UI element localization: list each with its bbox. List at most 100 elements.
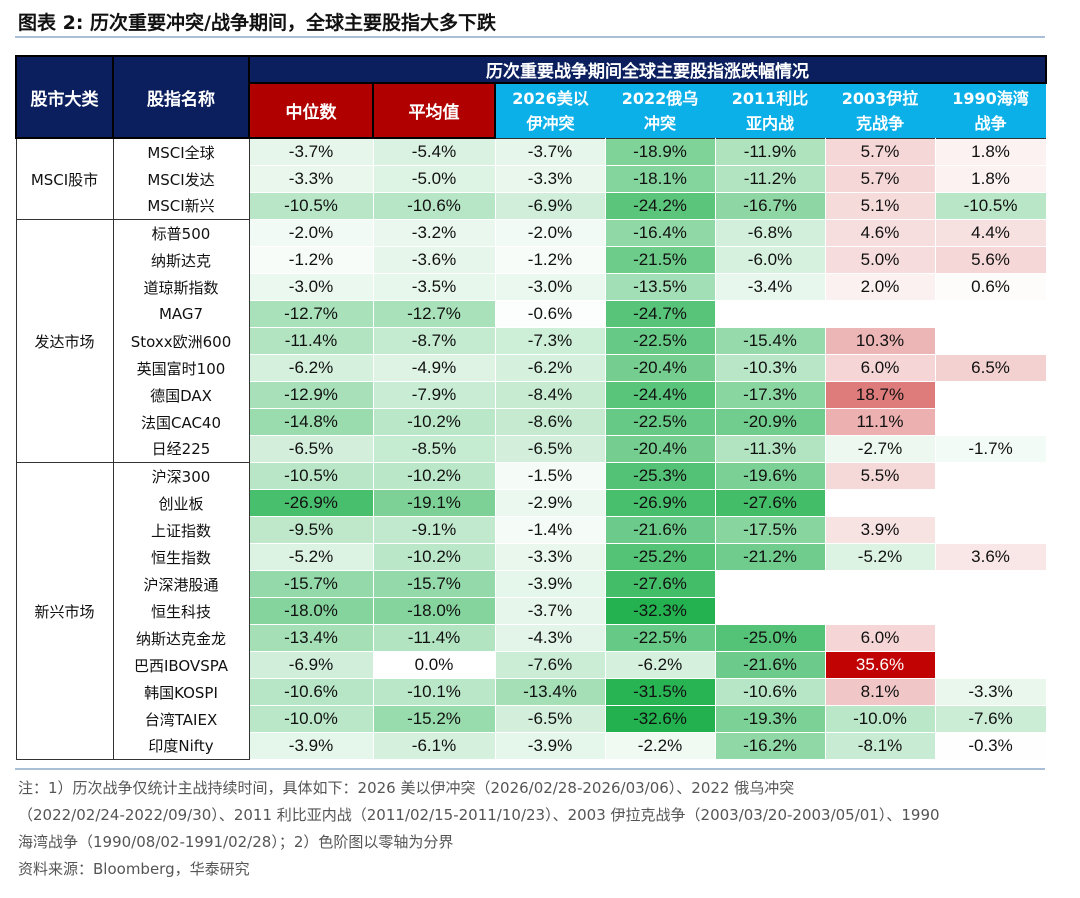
value-cell: -3.7%: [494, 597, 606, 625]
value-cell: -10.2%: [372, 408, 496, 436]
value-cell: -16.7%: [714, 192, 826, 220]
table-row: 法国CAC40 -14.8% -10.2% -8.6% -22.5% -20.9% 11.1…: [16, 408, 1047, 436]
value-cell: -10.1%: [372, 678, 496, 706]
value-cell: -7.6%: [934, 705, 1047, 733]
value-cell: -8.7%: [372, 327, 496, 355]
category-cell: 发达市场: [15, 219, 114, 463]
value-cell: -8.5%: [372, 435, 496, 463]
category-cell: MSCI股市: [15, 137, 114, 220]
index-name: 纳斯达克金龙: [112, 624, 250, 652]
table-row: MSCI新兴 -10.5% -10.6% -6.9% -24.2% -16.7% 5.1% -…: [16, 192, 1047, 220]
index-name: 法国CAC40: [112, 408, 250, 436]
value-cell: -22.5%: [604, 624, 716, 652]
index-name: 创业板: [112, 489, 250, 517]
header-mean: 平均值: [372, 82, 496, 139]
value-cell: -26.9%: [248, 489, 374, 517]
value-cell: -3.9%: [248, 732, 374, 760]
value-cell: -31.5%: [604, 678, 716, 706]
value-cell: -11.3%: [714, 435, 826, 463]
value-cell: -8.1%: [824, 732, 936, 760]
index-name: 日经225: [112, 435, 250, 463]
header-war-line: 2003伊拉: [841, 88, 919, 108]
table-row: 新兴市场 沪深300 -10.5% -10.2% -1.5% -25.3% -19.6% 5.…: [15, 462, 1047, 760]
value-cell: -6.9%: [248, 651, 374, 679]
value-cell: -3.0%: [248, 273, 374, 301]
value-cell: -4.3%: [494, 624, 606, 652]
index-name: MSCI新兴: [112, 192, 250, 220]
value-cell: -11.2%: [714, 165, 826, 193]
value-cell: -10.0%: [824, 705, 936, 733]
value-cell: -1.4%: [494, 516, 606, 544]
value-cell: -10.6%: [372, 192, 496, 220]
value-cell: -9.5%: [248, 516, 374, 544]
index-name: 德国DAX: [112, 381, 250, 409]
table-row: 巴西IBOVSPA -6.9% 0.0% -7.6% -6.2% -21.6% 35.6%: [16, 651, 1047, 679]
header-category: 股市大类: [15, 55, 114, 139]
value-cell: -3.4%: [714, 273, 826, 301]
value-cell: -3.7%: [248, 137, 374, 166]
header-war-line: 伊冲突: [526, 113, 575, 133]
table-row: 恒生科技 -18.0% -18.0% -3.7% -32.3%: [16, 597, 1047, 625]
value-cell: -18.0%: [372, 597, 496, 625]
value-cell: 5.5%: [824, 462, 936, 490]
value-cell: -21.5%: [604, 246, 716, 274]
value-cell: -3.3%: [934, 678, 1047, 706]
table-row: 发达市场 标普500 -2.0% -3.2% -2.0% -16.4% -6.8% 4.6% 4…: [15, 219, 1047, 463]
value-cell: 6.0%: [824, 354, 936, 382]
value-cell: -21.2%: [714, 543, 826, 571]
value-cell: -3.5%: [372, 273, 496, 301]
header-war-line: 克战争: [855, 113, 904, 133]
value-cell: -6.5%: [494, 435, 606, 463]
value-cell: -20.4%: [604, 354, 716, 382]
value-cell: -2.0%: [494, 219, 606, 247]
value-cell: [934, 327, 1047, 355]
header-group: 历次重要战争期间全球主要股指涨跌幅情况: [247, 55, 1048, 84]
index-name: 英国富时100: [112, 354, 250, 382]
value-cell: -17.3%: [714, 381, 826, 409]
value-cell: -1.2%: [494, 246, 606, 274]
value-cell: -6.0%: [714, 246, 826, 274]
index-name: 恒生指数: [112, 543, 250, 571]
value-cell: -6.5%: [248, 435, 374, 463]
note-line: （2022/02/24-2022/09/30）、2011 利比亚内战（2011/…: [18, 806, 940, 824]
value-cell: 6.5%: [934, 354, 1047, 382]
value-cell: -10.5%: [248, 462, 374, 490]
value-cell: -3.3%: [494, 543, 606, 571]
value-cell: -26.9%: [604, 489, 716, 517]
header-index-name: 股指名称: [112, 55, 250, 139]
index-name: 上证指数: [112, 516, 250, 544]
source-line: 资料来源：Bloomberg，华泰研究: [18, 860, 250, 878]
value-cell: 10.3%: [824, 327, 936, 355]
header-war: 2022俄乌 冲突: [605, 83, 715, 138]
value-cell: -2.2%: [604, 732, 716, 760]
returns-table: 股市大类 股指名称 历次重要战争期间全球主要股指涨跌幅情况 中位数 平均值 20…: [15, 55, 1048, 760]
value-cell: -13.5%: [604, 273, 716, 301]
notes: 注：1）历次战争仅统计主战持续时间，具体如下：2026 美以伊冲突（2026/0…: [18, 775, 1048, 883]
value-cell: 1.8%: [934, 165, 1047, 193]
table-row: 恒生指数 -5.2% -10.2% -3.3% -25.2% -21.2% -5.2% 3.6…: [16, 543, 1047, 571]
index-name: 印度Nifty: [112, 732, 250, 760]
value-cell: 35.6%: [824, 651, 936, 679]
value-cell: -3.3%: [494, 165, 606, 193]
value-cell: -10.5%: [934, 192, 1047, 220]
value-cell: 1.8%: [934, 137, 1047, 166]
table-row: 韩国KOSPI -10.6% -10.1% -13.4% -31.5% -10.6% 8.1…: [16, 678, 1047, 706]
value-cell: [934, 300, 1047, 328]
value-cell: -20.4%: [604, 435, 716, 463]
value-cell: [934, 489, 1047, 517]
table-row: 印度Nifty -3.9% -6.1% -3.9% -2.2% -16.2% -8.1% -0…: [16, 732, 1047, 760]
index-name: 巴西IBOVSPA: [112, 651, 250, 679]
index-name: 韩国KOSPI: [112, 678, 250, 706]
header-war: 1990海湾 战争: [935, 83, 1047, 138]
value-cell: -6.2%: [494, 354, 606, 382]
value-cell: -25.0%: [714, 624, 826, 652]
value-cell: -22.5%: [604, 408, 716, 436]
value-cell: -25.2%: [604, 543, 716, 571]
value-cell: -4.9%: [372, 354, 496, 382]
index-name: MSCI全球: [112, 137, 250, 166]
value-cell: -10.6%: [714, 678, 826, 706]
value-cell: -21.6%: [714, 651, 826, 679]
value-cell: -6.5%: [494, 705, 606, 733]
value-cell: -10.5%: [248, 192, 374, 220]
value-cell: -7.6%: [494, 651, 606, 679]
